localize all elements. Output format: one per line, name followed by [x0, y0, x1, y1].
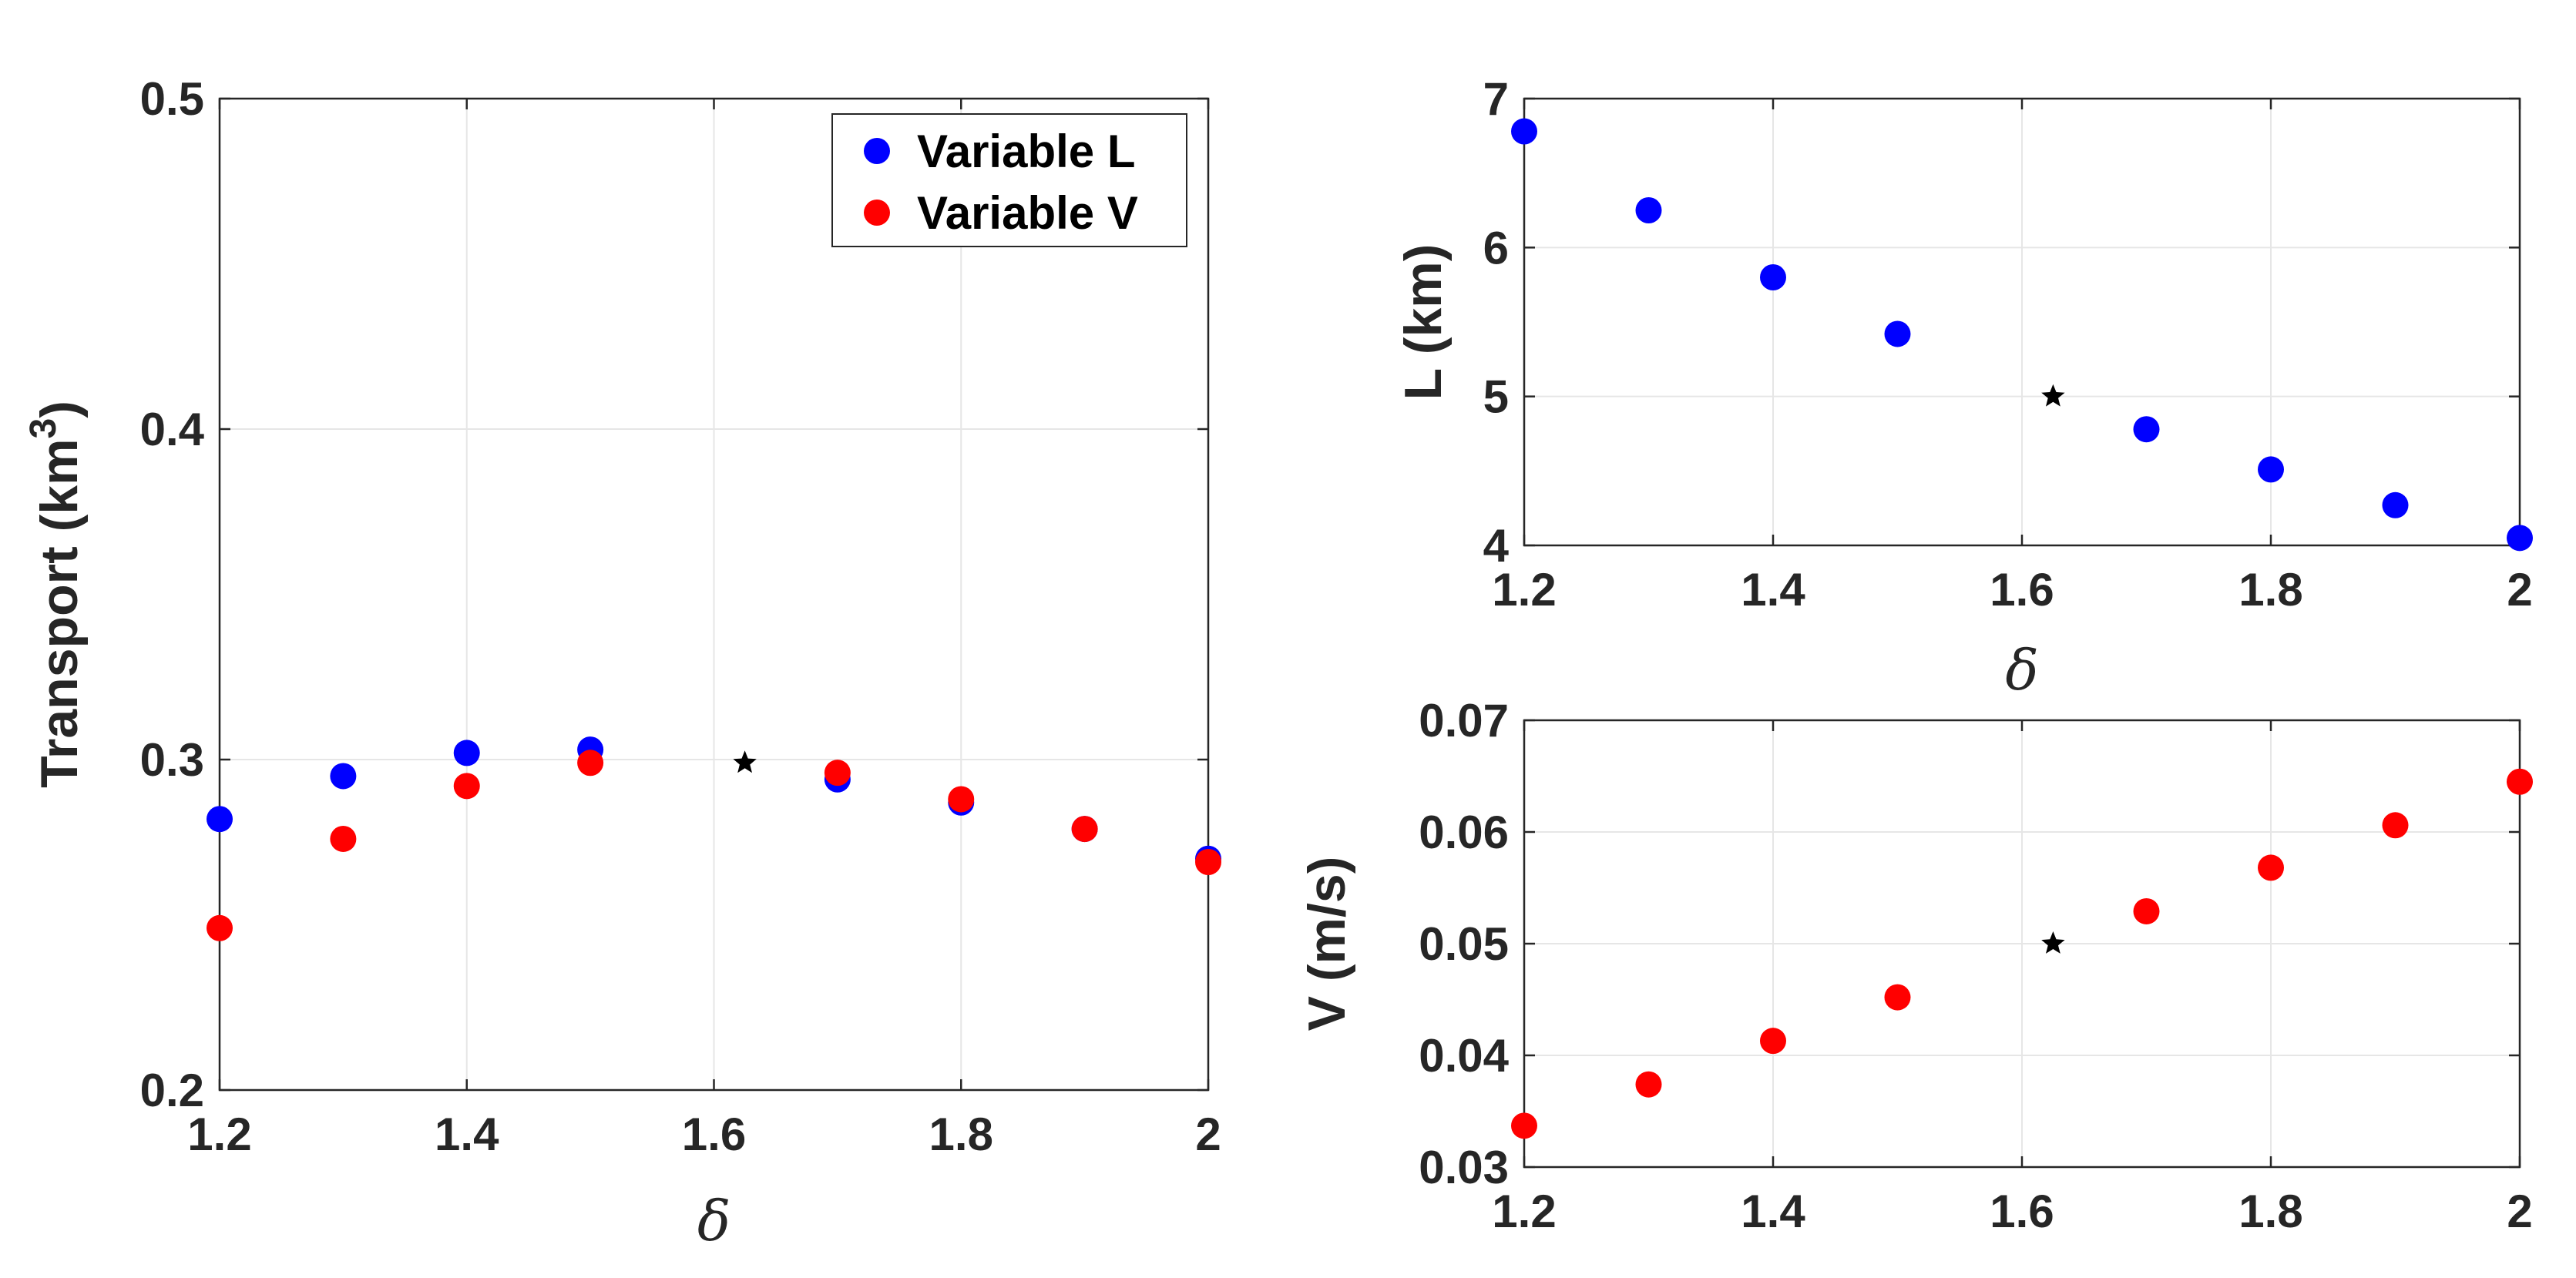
- velocity-y-tick-label: 0.05: [1419, 918, 1509, 970]
- transport-variable-v-point: [330, 825, 357, 852]
- transport-variable-v-point: [577, 750, 604, 777]
- length-x-tick-label: 1.8: [2238, 564, 2302, 616]
- transport-variable-v-point: [948, 786, 975, 813]
- transport-variable-v-point: [453, 773, 480, 800]
- length-variable-l-point: [2507, 525, 2533, 552]
- legend-label-variable-v: Variable V: [917, 187, 1138, 239]
- velocity-x-tick-label: 1.4: [1741, 1186, 1805, 1237]
- length-variable-l-point: [1635, 197, 1662, 223]
- transport-variable-v-point: [207, 914, 233, 941]
- transport-reference-star-marker: [733, 750, 757, 773]
- velocity-variable-v-point: [1511, 1112, 1537, 1139]
- length-variable-l-point: [2382, 491, 2409, 518]
- velocity-x-tick-label: 1.2: [1492, 1186, 1556, 1237]
- length-x-tick-label: 2: [2507, 564, 2532, 616]
- length-x-tick-label: 1.4: [1741, 564, 1805, 616]
- transport-variable-v-point: [1071, 816, 1098, 843]
- transport-x-axis-label: δ: [697, 1189, 730, 1253]
- transport-variable-l-point: [453, 740, 480, 766]
- transport-y-tick-label: 0.2: [140, 1065, 204, 1116]
- velocity-y-axis-label-text: V (m/s): [1298, 857, 1356, 1031]
- velocity-x-tick-label: 1.6: [1990, 1186, 2054, 1237]
- velocity-variable-v-point: [1635, 1071, 1662, 1098]
- length-panel: 1.2 1.4 1.6 1.8 2 4 5 6 7 δ L (km): [1394, 73, 2533, 703]
- transport-variable-l-point: [207, 806, 233, 833]
- length-y-tick-label: 4: [1483, 520, 1510, 572]
- transport-panel: 1.2 1.4 1.6 1.8 2 0.2 0.3 0.4 0.5 δ Transport (km3…: [23, 73, 1221, 1253]
- length-variable-l-point: [1511, 118, 1537, 145]
- velocity-variable-v-point: [2507, 768, 2533, 795]
- transport-variable-v-point: [1195, 848, 1221, 875]
- length-x-tick-label: 1.6: [1990, 564, 2054, 616]
- transport-x-tick-label: 1.6: [682, 1109, 746, 1160]
- length-variable-l-point: [2258, 456, 2284, 483]
- velocity-y-tick-label: 0.07: [1419, 695, 1509, 746]
- velocity-y-tick-label: 0.03: [1419, 1142, 1509, 1193]
- length-y-tick-label: 6: [1483, 222, 1509, 273]
- transport-x-tick-label: 1.8: [929, 1109, 993, 1160]
- length-x-axis-label: δ: [2005, 638, 2038, 703]
- legend-label-variable-l: Variable L: [917, 126, 1135, 177]
- transport-y-axis-label-superscript: 3: [23, 418, 64, 439]
- length-variable-l-point: [2133, 416, 2160, 443]
- transport-variable-v-point: [824, 760, 851, 787]
- transport-y-axis-label: Transport (km3): [23, 401, 89, 788]
- legend-marker-variable-v: [864, 200, 890, 226]
- length-y-axis-label-text: L (km): [1394, 244, 1453, 401]
- velocity-variable-v-point: [1884, 984, 1911, 1011]
- transport-y-tick-label: 0.3: [140, 734, 204, 786]
- length-x-tick-label: 1.2: [1492, 564, 1556, 616]
- transport-x-tick-label: 1.2: [187, 1109, 251, 1160]
- length-y-axis-label: L (km): [1394, 244, 1453, 401]
- velocity-y-tick-label: 0.06: [1419, 807, 1509, 858]
- velocity-variable-v-point: [1760, 1028, 1786, 1055]
- velocity-x-tick-label: 2: [2507, 1186, 2532, 1237]
- transport-y-axis-label-text: Transport (km: [30, 438, 89, 787]
- length-variable-l-point: [1760, 264, 1786, 290]
- length-y-tick-label: 7: [1483, 73, 1509, 125]
- transport-y-axis-label-suffix: ): [30, 401, 89, 418]
- length-y-tick-label: 5: [1483, 371, 1509, 423]
- transport-y-tick-label: 0.4: [140, 404, 205, 455]
- velocity-y-tick-label: 0.04: [1419, 1030, 1509, 1082]
- transport-x-tick-label: 1.4: [435, 1109, 499, 1160]
- length-reference-star-marker: [2041, 384, 2065, 407]
- transport-variable-l-point: [330, 763, 357, 790]
- transport-x-tick-label: 2: [1195, 1109, 1221, 1160]
- velocity-variable-v-point: [2133, 897, 2160, 924]
- velocity-panel: 1.2 1.4 1.6 1.8 2 0.03 0.04 0.05 0.06 0.07 V (m/s): [1298, 695, 2533, 1237]
- legend-box: [831, 113, 1187, 247]
- legend-marker-variable-l: [864, 138, 890, 164]
- velocity-y-axis-label: V (m/s): [1298, 857, 1356, 1031]
- velocity-x-tick-label: 1.8: [2238, 1186, 2302, 1237]
- length-variable-l-point: [1884, 320, 1911, 347]
- transport-y-tick-label: 0.5: [140, 73, 204, 125]
- velocity-variable-v-point: [2258, 854, 2284, 881]
- velocity-reference-star-marker: [2041, 931, 2065, 954]
- velocity-variable-v-point: [2382, 812, 2409, 839]
